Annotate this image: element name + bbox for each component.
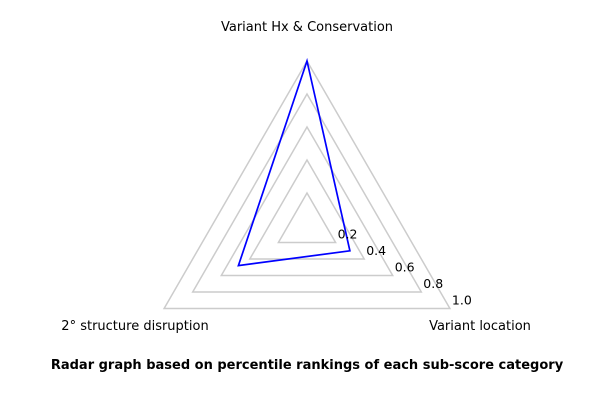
axis-label-2: Variant location <box>429 319 531 334</box>
chart-caption: Radar graph based on percentile rankings… <box>50 358 564 373</box>
axis-labels: Variant Hx & Conservation Variant locatio… <box>61 20 531 334</box>
radar-grid <box>162 59 452 310</box>
axis-label-3: 2° structure disruption <box>61 319 208 334</box>
ring-tick-label: 0.8 <box>423 276 443 291</box>
ring-tick-label: 1.0 <box>452 293 472 308</box>
ring-tick-label: 0.4 <box>366 243 386 258</box>
grid-ring-5 <box>162 59 452 310</box>
ring-tick-labels: 0.2 0.4 0.6 0.8 1.0 <box>338 227 472 308</box>
grid-ring-1 <box>277 191 337 244</box>
grid-ring-2 <box>248 158 366 260</box>
axis-label-1: Variant Hx & Conservation <box>221 20 393 35</box>
grid-ring-4 <box>191 92 423 293</box>
series-line-1 <box>237 57 351 267</box>
radar-series <box>237 57 351 267</box>
ring-tick-label: 0.6 <box>395 260 415 275</box>
grid-ring-3 <box>220 125 394 277</box>
ring-tick-label: 0.2 <box>338 227 358 242</box>
